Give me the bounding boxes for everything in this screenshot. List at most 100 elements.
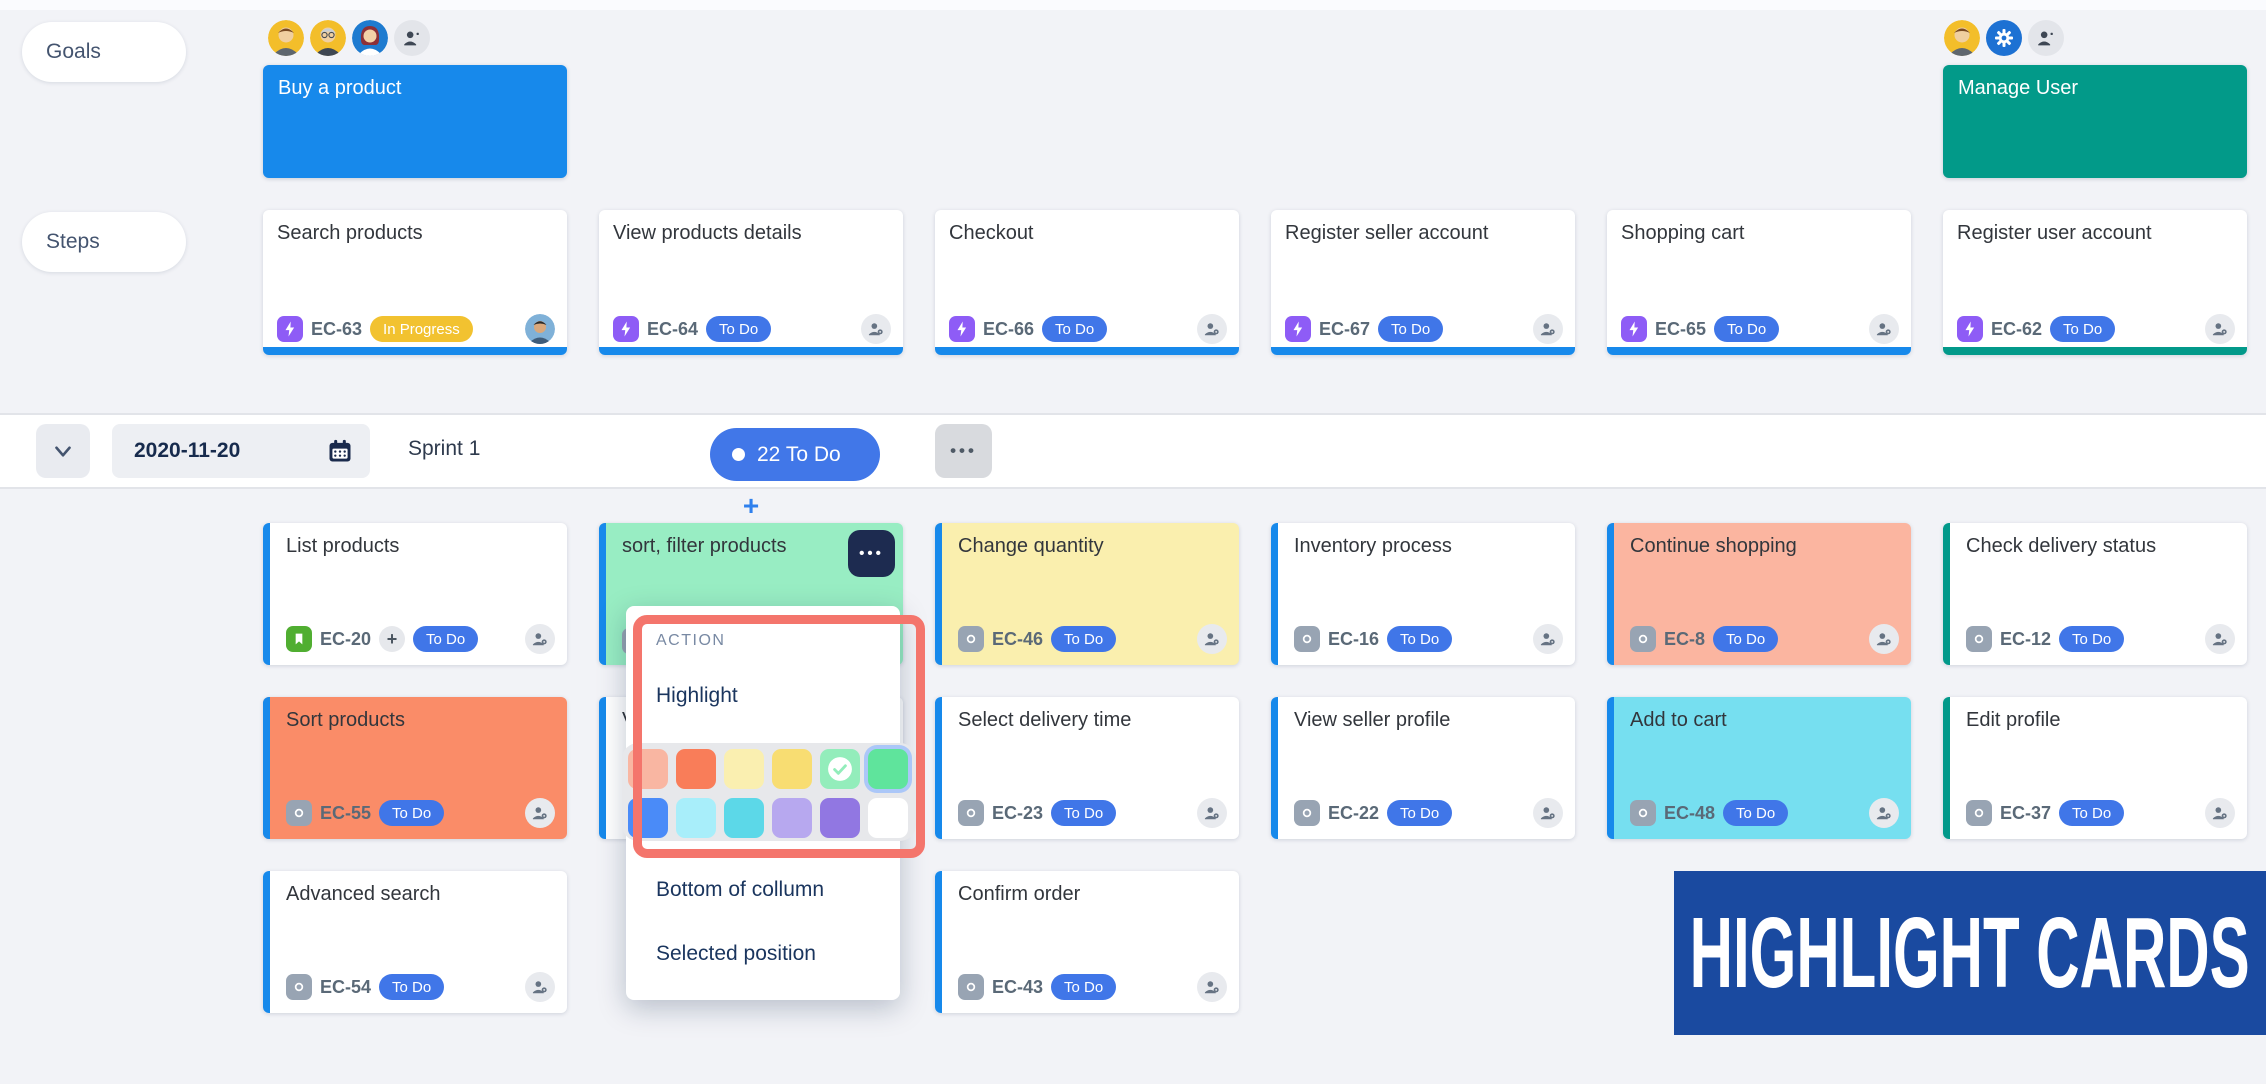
assignee-settings-button[interactable] bbox=[525, 624, 555, 654]
menu-item-bottom-of-column[interactable]: Bottom of collumn bbox=[656, 878, 825, 901]
status-badge[interactable]: To Do bbox=[1051, 800, 1117, 826]
goal-card[interactable]: Manage User bbox=[1943, 65, 2247, 178]
story-type-icon bbox=[949, 316, 975, 342]
status-badge[interactable]: To Do bbox=[1051, 974, 1117, 1000]
assignee-settings-button[interactable] bbox=[1197, 972, 1227, 1002]
card-menu-button[interactable]: ••• bbox=[848, 530, 895, 577]
settings-button[interactable] bbox=[1986, 20, 2022, 56]
assignee-settings-button[interactable] bbox=[1533, 798, 1563, 828]
assignee-settings-button[interactable] bbox=[1197, 314, 1227, 344]
assignee-settings-button[interactable] bbox=[525, 798, 555, 828]
issue-card-highlighted[interactable]: Sort products EC-55 To Do bbox=[263, 697, 567, 839]
issue-card[interactable]: Confirm order EC-43 To Do bbox=[935, 871, 1239, 1013]
story-type-icon bbox=[286, 626, 312, 652]
assignee-settings-button[interactable] bbox=[1197, 798, 1227, 828]
avatar-user-1[interactable] bbox=[268, 20, 304, 56]
color-swatch[interactable] bbox=[676, 749, 716, 789]
color-swatch[interactable] bbox=[772, 749, 812, 789]
avatar-user-3[interactable] bbox=[352, 20, 388, 56]
assignee-settings-button[interactable] bbox=[1869, 798, 1899, 828]
status-badge[interactable]: To Do bbox=[706, 316, 772, 342]
goals-row-label[interactable]: Goals bbox=[22, 22, 186, 82]
issue-key: EC-65 bbox=[1655, 318, 1707, 339]
assignee-settings-button[interactable] bbox=[1869, 624, 1899, 654]
status-badge[interactable]: To Do bbox=[1387, 800, 1453, 826]
add-user-button[interactable] bbox=[394, 20, 430, 56]
status-badge[interactable]: To Do bbox=[1714, 316, 1780, 342]
expand-button[interactable]: + bbox=[379, 626, 406, 652]
menu-item-highlight[interactable]: Highlight bbox=[656, 684, 738, 707]
status-badge[interactable]: To Do bbox=[1723, 800, 1789, 826]
card-title: Add to cart bbox=[1630, 709, 1727, 731]
sprint-more-button[interactable]: ••• bbox=[935, 424, 992, 478]
assignee-settings-button[interactable] bbox=[1869, 314, 1899, 344]
status-badge[interactable]: In Progress bbox=[370, 316, 473, 342]
avatar-user-right[interactable] bbox=[1944, 20, 1980, 56]
issue-card[interactable]: View seller profile EC-22 To Do bbox=[1271, 697, 1575, 839]
issue-card-highlighted[interactable]: Continue shopping EC-8 To Do bbox=[1607, 523, 1911, 665]
sprint-date-field[interactable]: 2020-11-20 bbox=[112, 424, 370, 478]
status-badge[interactable]: To Do bbox=[1378, 316, 1444, 342]
issue-type-icon bbox=[958, 626, 984, 652]
status-badge[interactable]: To Do bbox=[1042, 316, 1108, 342]
issue-card-highlighted[interactable]: Add to cart EC-48 To Do bbox=[1607, 697, 1911, 839]
issue-card[interactable]: Advanced search EC-54 To Do bbox=[263, 871, 567, 1013]
add-card-button[interactable]: + bbox=[742, 490, 760, 521]
step-card[interactable]: Register seller account EC-67 To Do bbox=[1271, 210, 1575, 355]
color-swatch[interactable] bbox=[724, 798, 764, 838]
issue-card[interactable]: Check delivery status EC-12 To Do bbox=[1943, 523, 2247, 665]
status-badge[interactable]: To Do bbox=[2059, 800, 2125, 826]
assignee-settings-button[interactable] bbox=[2205, 798, 2235, 828]
assignee-settings-button[interactable] bbox=[1533, 624, 1563, 654]
sprint-name[interactable]: Sprint 1 bbox=[408, 437, 481, 460]
issue-card[interactable]: Inventory process EC-16 To Do bbox=[1271, 523, 1575, 665]
status-badge[interactable]: To Do bbox=[1387, 626, 1453, 652]
color-swatch[interactable] bbox=[820, 798, 860, 838]
color-swatch[interactable] bbox=[724, 749, 764, 789]
step-card[interactable]: View products details EC-64 To Do bbox=[599, 210, 903, 355]
status-badge[interactable]: To Do bbox=[379, 974, 445, 1000]
status-badge[interactable]: To Do bbox=[1713, 626, 1779, 652]
step-card[interactable]: Shopping cart EC-65 To Do bbox=[1607, 210, 1911, 355]
issue-card[interactable]: Change quantity EC-46 To Do bbox=[935, 523, 1239, 665]
goal-color-bar bbox=[263, 697, 270, 839]
status-badge[interactable]: To Do bbox=[2059, 626, 2125, 652]
color-swatch[interactable] bbox=[772, 798, 812, 838]
status-badge[interactable]: To Do bbox=[379, 800, 445, 826]
status-badge[interactable]: To Do bbox=[413, 626, 479, 652]
assignee-settings-button[interactable] bbox=[1197, 624, 1227, 654]
assignee-settings-button[interactable] bbox=[1533, 314, 1563, 344]
sprint-status-badge[interactable]: 22 To Do bbox=[710, 428, 880, 481]
color-swatch-focused[interactable] bbox=[868, 749, 908, 789]
assignee-avatar[interactable] bbox=[525, 314, 555, 344]
assignee-settings-button[interactable] bbox=[2205, 314, 2235, 344]
step-card[interactable]: Search products EC-63 In Progress bbox=[263, 210, 567, 355]
annotation-highlight-box bbox=[633, 615, 925, 858]
color-swatch[interactable] bbox=[676, 798, 716, 838]
step-card[interactable]: Checkout EC-66 To Do bbox=[935, 210, 1239, 355]
goal-color-bar bbox=[935, 697, 942, 839]
step-card[interactable]: Register user account EC-62 To Do bbox=[1943, 210, 2247, 355]
color-swatch-selected[interactable] bbox=[820, 749, 860, 789]
status-badge[interactable]: To Do bbox=[1051, 626, 1117, 652]
person-gear-icon bbox=[1204, 633, 1219, 646]
goal-card[interactable]: Buy a product bbox=[263, 65, 567, 178]
menu-item-selected-position[interactable]: Selected position bbox=[656, 942, 816, 965]
color-swatch[interactable] bbox=[868, 798, 908, 838]
add-user-button-right[interactable] bbox=[2028, 20, 2064, 56]
goal-color-bar bbox=[263, 871, 270, 1013]
issue-key: EC-67 bbox=[1319, 318, 1371, 339]
issue-card[interactable]: Edit profile EC-37 To Do bbox=[1943, 697, 2247, 839]
goal-color-bar bbox=[263, 347, 567, 355]
sprint-status-text: 22 To Do bbox=[757, 442, 841, 466]
assignee-settings-button[interactable] bbox=[861, 314, 891, 344]
assignee-settings-button[interactable] bbox=[2205, 624, 2235, 654]
collapse-sprint-button[interactable] bbox=[36, 424, 90, 478]
assignee-settings-button[interactable] bbox=[525, 972, 555, 1002]
issue-card[interactable]: Select delivery time EC-23 To Do bbox=[935, 697, 1239, 839]
steps-row-label[interactable]: Steps bbox=[22, 212, 186, 272]
avatar-user-2[interactable] bbox=[310, 20, 346, 56]
issue-type-icon bbox=[1294, 626, 1320, 652]
issue-card[interactable]: List products EC-20 + To Do bbox=[263, 523, 567, 665]
status-badge[interactable]: To Do bbox=[2050, 316, 2116, 342]
